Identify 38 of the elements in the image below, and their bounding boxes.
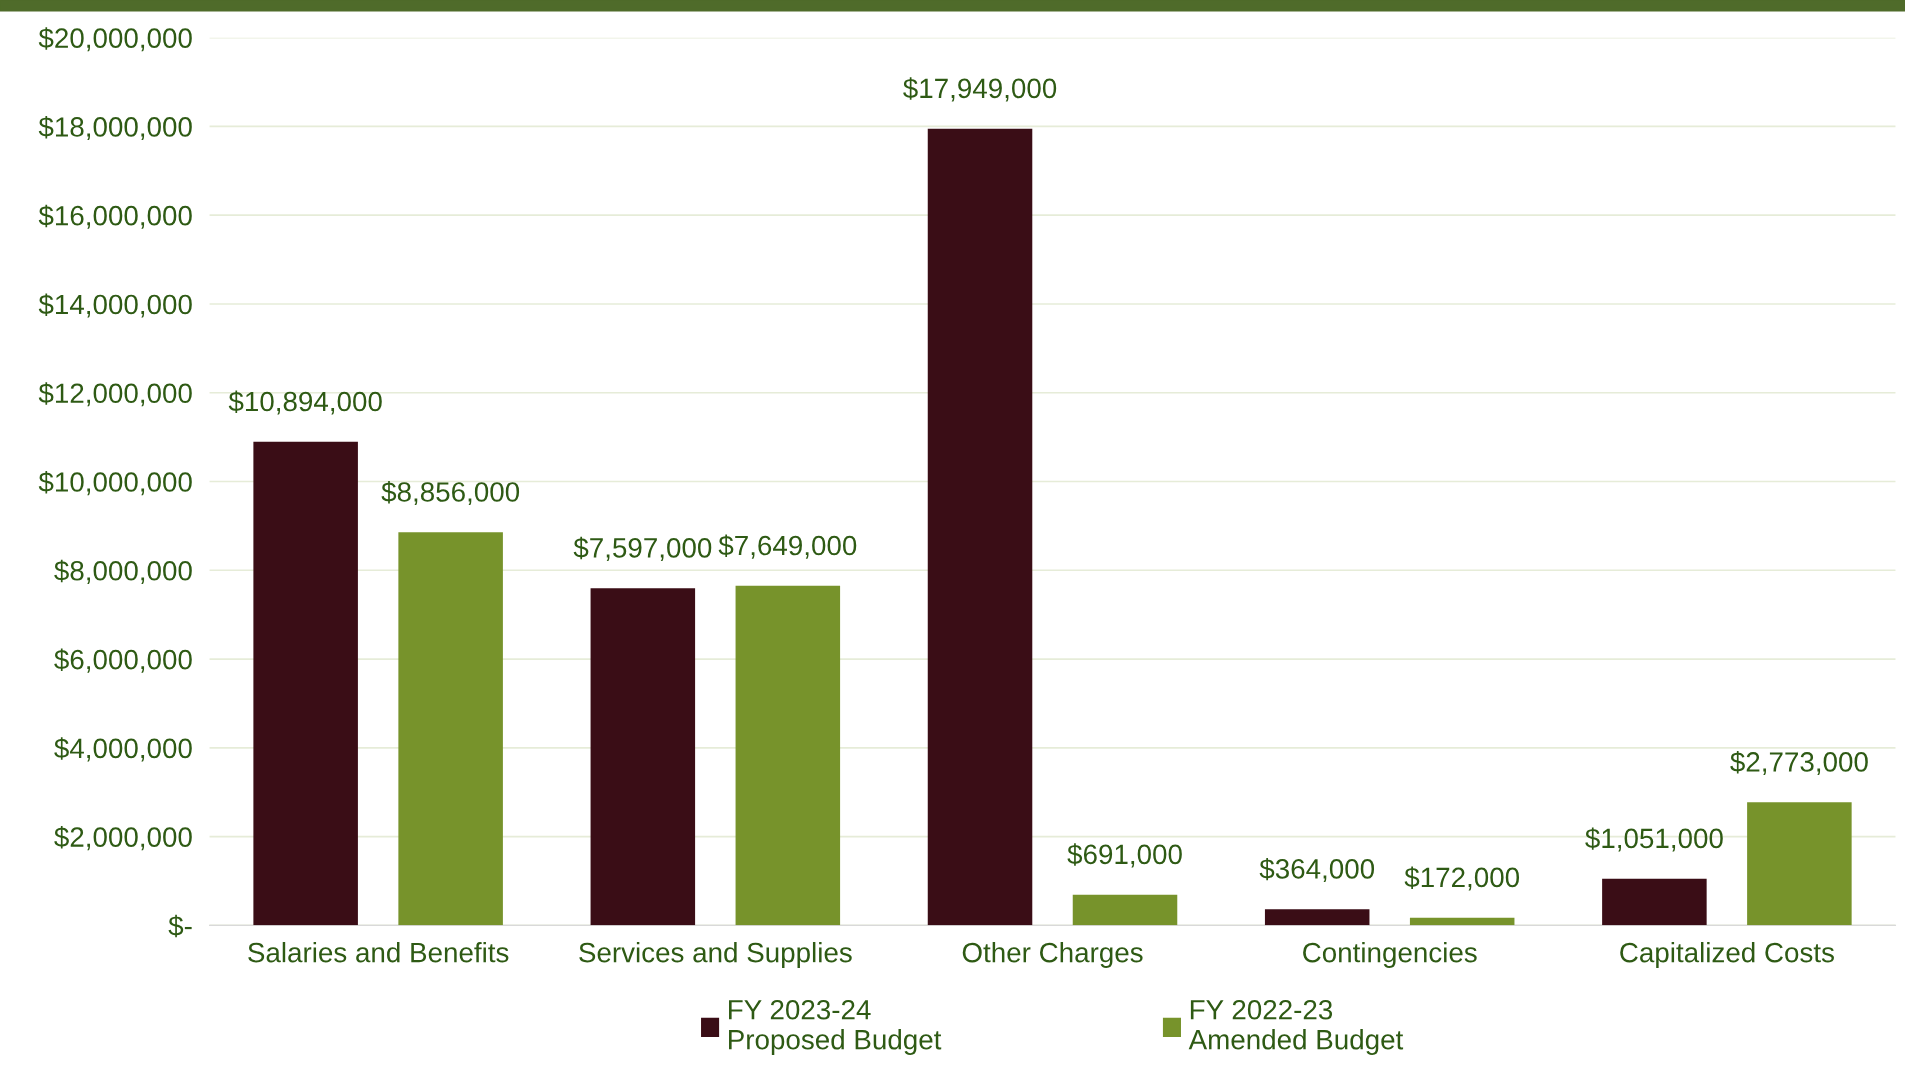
legend-label: FY 2023-24 Proposed Budget — [729, 999, 942, 1055]
data-label: $17,949,000 — [903, 77, 1057, 102]
bar — [1602, 878, 1707, 926]
y-tick-label: $14,000,000 — [38, 293, 192, 318]
data-label: $7,597,000 — [573, 536, 712, 561]
bar — [1072, 894, 1178, 926]
y-tick-label: $- — [168, 914, 192, 938]
data-label: $364,000 — [1259, 857, 1375, 882]
y-tick-label: $18,000,000 — [38, 115, 192, 141]
x-tick-label: Capitalized Costs — [1620, 942, 1834, 968]
x-tick-label: Contingencies — [1303, 942, 1477, 968]
data-label: $691,000 — [1067, 843, 1182, 868]
bar — [1409, 917, 1515, 926]
y-tick-label: $6,000,000 — [54, 648, 192, 673]
y-tick-label: $16,000,000 — [38, 204, 192, 229]
y-tick-label: $20,000,000 — [38, 27, 192, 52]
bar — [735, 585, 841, 926]
data-label: $2,773,000 — [1730, 750, 1868, 776]
y-tick-label: $12,000,000 — [38, 382, 192, 407]
data-label: $7,649,000 — [718, 534, 857, 559]
data-label: $8,856,000 — [381, 480, 520, 506]
x-tick-label: Services and Supplies — [579, 942, 852, 968]
bar — [1264, 909, 1370, 926]
y-tick-label: $8,000,000 — [54, 559, 192, 584]
data-label: $1,051,000 — [1585, 827, 1723, 852]
bar — [590, 588, 696, 926]
x-tick-label: Salaries and Benefits — [248, 942, 509, 963]
y-tick-label: $10,000,000 — [38, 471, 192, 496]
y-tick-label: $4,000,000 — [54, 737, 192, 762]
y-tick-label: $2,000,000 — [54, 826, 192, 851]
data-label: $10,894,000 — [228, 390, 382, 415]
bar — [398, 532, 503, 926]
bar — [927, 128, 1033, 926]
bar — [1747, 802, 1852, 926]
data-label: $172,000 — [1404, 866, 1520, 891]
legend-label: FY 2022-23 Amended Budget — [1188, 999, 1404, 1055]
x-tick-label: Other Charges — [962, 942, 1143, 968]
bar — [253, 441, 358, 926]
